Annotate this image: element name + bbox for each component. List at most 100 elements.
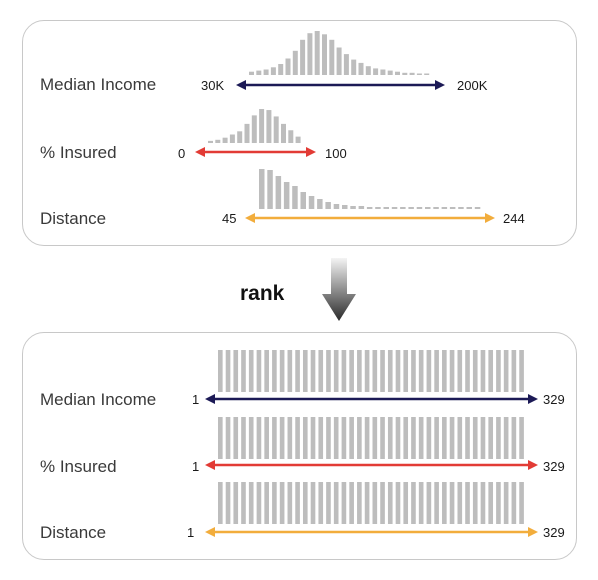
ranked-income-hist-bar-2 <box>233 350 239 392</box>
ranked-income-hist-bar-0 <box>218 350 223 392</box>
ranked-insured-hist-bar-22 <box>387 417 393 459</box>
insured-hist-bar-0 <box>208 140 213 144</box>
insured-hist-bar-1 <box>215 139 221 143</box>
ranked-income-hist-bar-34 <box>480 350 486 392</box>
ranked-income-hist-bar-10 <box>295 350 300 392</box>
ranked-insured-hist-bar-35 <box>488 417 494 459</box>
distance-hist-bar-19 <box>416 207 423 209</box>
top-insured-max: 100 <box>325 146 347 161</box>
ranked-distance-hist-bar-18 <box>357 482 362 524</box>
ranked-insured-hist-bar-15 <box>333 417 339 459</box>
ranked-insured-hist-bar-1 <box>225 417 231 459</box>
income-hist-bar-22 <box>409 72 415 75</box>
ranked-income-hist-bar-37 <box>503 350 509 392</box>
ranked-distance-hist-bar-19 <box>364 482 370 524</box>
ranked-insured-hist-bar-23 <box>395 417 401 459</box>
ranked-income-hist-bar-9 <box>287 350 293 392</box>
ranked-insured-hist-bar-19 <box>364 417 370 459</box>
distance-axis-arrow-head-right <box>485 213 495 223</box>
ranked-distance-hist-bar-11 <box>302 482 308 524</box>
ranked-insured-hist-bar-38 <box>511 417 517 459</box>
income-hist-bar-16 <box>365 66 371 75</box>
ranked-distance-hist-bar-32 <box>465 482 470 524</box>
insured-hist-bar-8 <box>266 110 272 143</box>
ranked-income-hist-bar-26 <box>418 350 424 392</box>
ranked-income-hist-bar-22 <box>387 350 393 392</box>
ranked-insured-hist-bar-17 <box>349 417 354 459</box>
ranked-income-hist-bar-24 <box>403 350 409 392</box>
income-hist-bar-7 <box>300 39 306 75</box>
distance-hist-bar-10 <box>342 205 348 209</box>
distance-hist-bar-24 <box>458 207 464 209</box>
ranked-income-hist-bar-20 <box>372 350 378 392</box>
insured-hist-bar-6 <box>251 115 257 144</box>
ranked-insured-hist-bar-36 <box>496 417 501 459</box>
bottom-distance-max: 329 <box>543 525 565 540</box>
ranked-income-hist-bar-7 <box>272 350 277 392</box>
ranked-distance-hist-bar-10 <box>295 482 300 524</box>
insured-hist-bar-5 <box>244 123 250 144</box>
insured-hist-bar-3 <box>229 134 235 143</box>
income-hist-bar-8 <box>307 33 313 75</box>
ranked-distance-hist-bar-30 <box>449 482 455 524</box>
distance-hist-bar-16 <box>391 207 398 209</box>
top-label-insured: % Insured <box>40 143 117 162</box>
ranked-insured-hist-bar-31 <box>457 417 463 459</box>
income-hist-bar-10 <box>322 34 327 75</box>
distance-hist-bar-8 <box>325 202 331 209</box>
ranked-income-axis-arrow-head-left <box>205 394 215 404</box>
ranked-distance-hist-bar-16 <box>341 482 347 524</box>
ranked-insured-hist-bar-16 <box>341 417 347 459</box>
income-hist-bar-3 <box>270 67 276 75</box>
ranked-distance-hist-bar-9 <box>287 482 293 524</box>
income-hist-bar-24 <box>424 73 430 75</box>
ranked-distance-hist-bar-38 <box>511 482 517 524</box>
top-distance-min: 45 <box>222 211 236 226</box>
insured-hist-bar-10 <box>281 123 286 144</box>
top-income-max: 200K <box>457 78 488 93</box>
distance-hist-bar-0 <box>259 169 265 209</box>
income-hist-bar-12 <box>336 47 342 75</box>
ranked-income-hist-bar-39 <box>519 350 524 392</box>
distance-hist-bar-23 <box>449 207 456 209</box>
rank-label: rank <box>240 282 285 305</box>
income-hist-bar-4 <box>278 64 284 75</box>
top-distance-max: 244 <box>503 211 525 226</box>
ranked-income-hist-bar-17 <box>349 350 354 392</box>
income-axis-arrow-head-right <box>435 80 445 90</box>
ranked-insured-hist-bar-33 <box>472 417 478 459</box>
ranked-distance-hist-bar-31 <box>457 482 463 524</box>
distance-hist-bar-18 <box>408 207 414 209</box>
top-insured-min: 0 <box>178 146 185 161</box>
distance-axis-arrow-head-left <box>245 213 255 223</box>
ranked-distance-hist-bar-34 <box>480 482 486 524</box>
distance-hist-bar-20 <box>425 207 431 209</box>
ranked-income-hist-bar-19 <box>364 350 370 392</box>
ranked-insured-hist-bar-5 <box>256 417 262 459</box>
ranked-income-hist-bar-28 <box>434 350 439 392</box>
ranked-insured-hist-bar-4 <box>248 417 254 459</box>
ranked-distance-hist-bar-33 <box>472 482 478 524</box>
distance-hist-bar-1 <box>267 170 273 209</box>
bottom-income-max: 329 <box>543 392 565 407</box>
ranked-insured-hist-bar-9 <box>287 417 293 459</box>
ranked-distance-hist-bar-36 <box>496 482 501 524</box>
ranked-income-hist-bar-27 <box>426 350 432 392</box>
ranked-distance-hist-bar-37 <box>503 482 509 524</box>
ranked-income-hist-bar-6 <box>264 350 269 392</box>
ranked-distance-hist-bar-3 <box>241 482 246 524</box>
distance-hist-bar-25 <box>466 207 472 209</box>
income-hist-bar-13 <box>343 54 349 75</box>
ranked-distance-hist-bar-14 <box>326 482 331 524</box>
bottom-insured-min: 1 <box>192 459 199 474</box>
ranked-insured-hist-bar-3 <box>241 417 246 459</box>
insured-hist-bar-4 <box>237 131 243 143</box>
ranked-insured-hist-bar-34 <box>480 417 486 459</box>
income-hist-bar-17 <box>373 68 379 75</box>
ranked-insured-hist-bar-0 <box>218 417 223 459</box>
ranked-distance-axis-arrow-head-right <box>528 527 538 537</box>
ranked-distance-hist-bar-8 <box>279 482 285 524</box>
distance-hist-bar-7 <box>317 199 323 209</box>
ranked-income-hist-bar-23 <box>395 350 401 392</box>
